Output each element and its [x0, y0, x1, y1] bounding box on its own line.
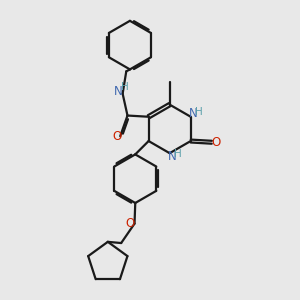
- Text: N: N: [168, 150, 176, 163]
- Text: N: N: [114, 85, 123, 98]
- Text: H: H: [121, 82, 129, 92]
- Text: H: H: [174, 149, 181, 159]
- Text: N: N: [189, 107, 197, 120]
- Text: O: O: [125, 217, 135, 230]
- Text: H: H: [195, 107, 202, 117]
- Text: O: O: [212, 136, 221, 149]
- Text: O: O: [112, 130, 121, 143]
